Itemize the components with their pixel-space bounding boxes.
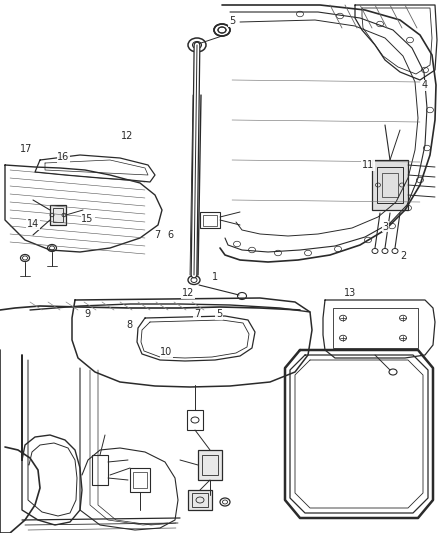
- Bar: [372, 160, 408, 210]
- Bar: [200, 212, 220, 228]
- Text: 9: 9: [85, 310, 91, 319]
- Text: 11: 11: [362, 160, 374, 170]
- Bar: [202, 455, 218, 475]
- Text: 5: 5: [229, 17, 235, 26]
- Bar: [333, 308, 418, 348]
- Text: 1: 1: [212, 272, 218, 282]
- Text: 13: 13: [344, 288, 357, 298]
- Text: 16: 16: [57, 152, 70, 162]
- Bar: [203, 215, 217, 226]
- Text: 14: 14: [27, 219, 39, 229]
- Bar: [192, 493, 208, 507]
- Text: 12: 12: [182, 288, 194, 298]
- Text: 3: 3: [382, 222, 389, 231]
- Text: 7: 7: [155, 230, 161, 239]
- Text: 7: 7: [194, 310, 200, 319]
- Bar: [382, 173, 398, 197]
- Bar: [50, 205, 66, 225]
- Text: 4: 4: [422, 80, 428, 90]
- Bar: [53, 208, 63, 222]
- Bar: [133, 472, 147, 488]
- Text: 15: 15: [81, 214, 94, 223]
- Text: 6: 6: [168, 230, 174, 239]
- Bar: [198, 450, 222, 480]
- Text: 8: 8: [126, 320, 132, 330]
- Bar: [188, 490, 212, 510]
- Bar: [187, 410, 203, 430]
- Text: 12: 12: [121, 131, 133, 141]
- Bar: [377, 167, 403, 203]
- Bar: [92, 455, 108, 485]
- Text: 2: 2: [400, 251, 406, 261]
- Text: 5: 5: [216, 310, 222, 319]
- Text: 10: 10: [160, 347, 173, 357]
- Bar: [130, 468, 150, 492]
- Text: 17: 17: [20, 144, 32, 154]
